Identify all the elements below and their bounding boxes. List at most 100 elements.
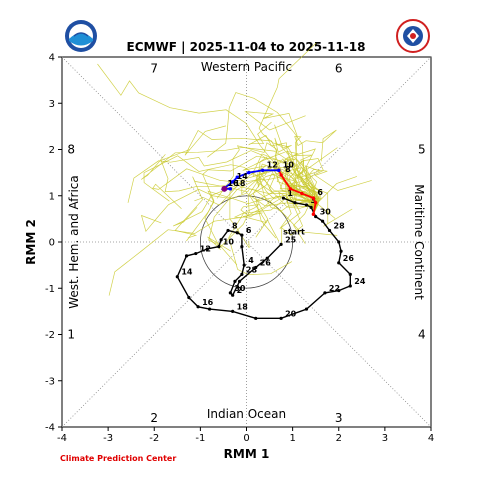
observed-point: [176, 275, 179, 278]
observed-point: [196, 305, 199, 308]
observed-day-label: 18: [237, 302, 249, 311]
observed-point: [187, 296, 190, 299]
x-tick-label: -2: [149, 433, 159, 444]
observed-point: [328, 229, 331, 232]
forecast-red-line-point: [312, 196, 315, 199]
observed-point: [279, 317, 282, 320]
observed-point: [240, 233, 243, 236]
observed-day-label: 2: [237, 286, 243, 295]
phase-label-5: 5: [418, 143, 426, 157]
observed-point: [279, 243, 282, 246]
observed-day-label: 4: [248, 256, 254, 265]
observed-point: [229, 291, 232, 294]
observed-point: [254, 266, 257, 269]
observed-point: [323, 291, 326, 294]
observed-point: [194, 252, 197, 255]
x-tick-label: -4: [57, 433, 67, 444]
y-axis-label: RMM 2: [24, 219, 38, 265]
region-label-western-pacific: Western Pacific: [201, 60, 292, 74]
y-tick-label: 0: [49, 238, 55, 249]
forecast-day-label: 12: [267, 160, 278, 169]
observed-point: [231, 294, 234, 297]
observed-day-label: 20: [285, 309, 297, 318]
y-tick-label: -4: [45, 423, 55, 434]
observed-day-label: 10: [223, 238, 235, 247]
observed-point: [233, 280, 236, 283]
forecast-day-label: 6: [317, 188, 323, 197]
observed-point: [349, 273, 352, 276]
observed-point: [305, 203, 308, 206]
observed-point: [337, 261, 340, 264]
observed-point: [240, 245, 243, 248]
forecast-red-line-point: [314, 201, 317, 204]
observed-point: [236, 231, 239, 234]
observed-point: [206, 247, 209, 250]
observed-point: [282, 196, 285, 199]
forecast-day-label: 10: [283, 160, 295, 169]
y-tick-label: -3: [45, 376, 55, 387]
phase-label-4: 4: [418, 328, 426, 342]
observed-day-label: 26: [343, 254, 355, 263]
observed-point: [231, 310, 234, 313]
ensemble-end-marker: [221, 186, 227, 192]
y-tick-label: 3: [49, 99, 55, 110]
x-tick-label: -1: [195, 433, 205, 444]
forecast-red-line-point: [279, 173, 282, 176]
region-label-west-hem-and-africa: West. Hem. and Africa: [67, 175, 81, 308]
forecast-blue-line-point: [229, 187, 232, 190]
forecast-blue-line-point: [261, 169, 264, 172]
observed-point: [254, 317, 257, 320]
x-axis-label: RMM 1: [224, 447, 270, 461]
phase-label-3: 3: [335, 411, 343, 425]
y-tick-label: 4: [49, 53, 55, 64]
observed-day-label: 6: [246, 226, 252, 235]
x-tick-label: 0: [243, 433, 249, 444]
x-tick-label: -3: [103, 433, 113, 444]
observed-point: [309, 206, 312, 209]
observed-point: [208, 307, 211, 310]
observed-day-label: 16: [202, 298, 214, 307]
phase-label-1: 1: [67, 328, 75, 342]
observed-point: [339, 250, 342, 253]
phase-label-2: 2: [150, 411, 158, 425]
y-tick-label: 1: [49, 191, 55, 202]
region-label-indian-ocean: Indian Ocean: [207, 407, 286, 421]
y-tick-label: -1: [45, 284, 55, 295]
forecast-red-line-point: [300, 192, 303, 195]
observed-point: [321, 220, 324, 223]
observed-day-label: 14: [181, 268, 193, 277]
observed-point: [226, 229, 229, 232]
observed-day-label: 24: [354, 277, 366, 286]
forecast-red-line-point: [312, 213, 315, 216]
observed-point: [305, 307, 308, 310]
phase-label-7: 7: [150, 62, 158, 76]
ensemble-member-line: [109, 196, 315, 296]
forecast-day-label: 18: [234, 179, 246, 188]
observed-point: [337, 240, 340, 243]
credit-label: Climate Prediction Center: [60, 454, 176, 463]
observed-point: [238, 280, 241, 283]
observed-day-label: 12: [200, 245, 211, 254]
x-tick-label: 1: [289, 433, 295, 444]
phase-label-8: 8: [67, 143, 75, 157]
observed-point: [217, 245, 220, 248]
x-tick-label: 2: [336, 433, 342, 444]
observed-day-label: 25: [285, 235, 297, 244]
observed-day-label: 22: [329, 284, 340, 293]
observed-point: [220, 238, 223, 241]
x-tick-label: 4: [428, 433, 434, 444]
observed-day-label: 8: [232, 221, 238, 230]
start-label: start: [283, 227, 305, 236]
observed-point: [349, 284, 352, 287]
y-tick-label: -2: [45, 330, 55, 341]
observed-point: [266, 257, 269, 260]
region-label-maritime-continent: Maritime Continent: [412, 184, 426, 300]
observed-day-label: 28: [334, 221, 346, 230]
observed-point: [293, 201, 296, 204]
observed-day-label: 30: [320, 208, 332, 217]
phase-label-6: 6: [335, 62, 343, 76]
x-tick-label: 3: [382, 433, 388, 444]
observed-point: [185, 254, 188, 257]
observed-point: [240, 273, 243, 276]
